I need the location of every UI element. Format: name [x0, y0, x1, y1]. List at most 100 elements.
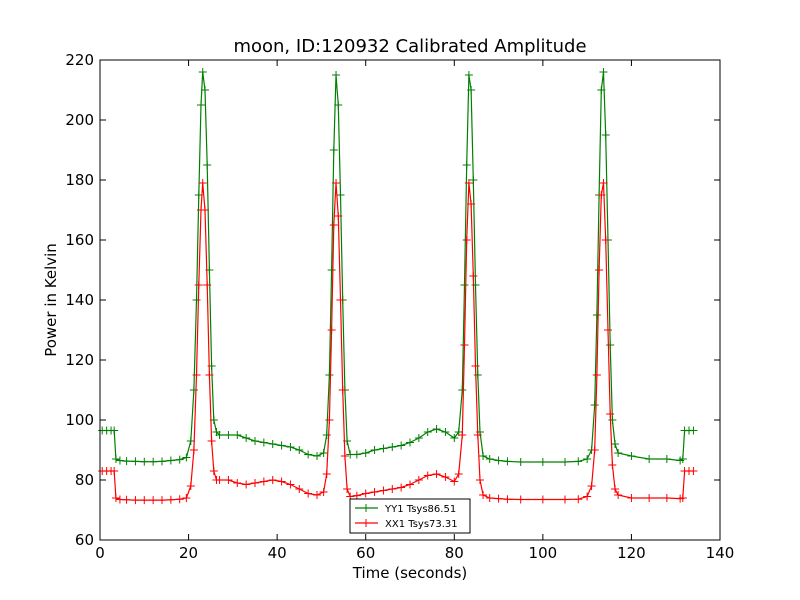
data-point — [334, 101, 343, 109]
data-point — [295, 446, 304, 454]
data-point — [175, 495, 184, 504]
legend-marker — [362, 504, 370, 512]
axis-ticks: 0 20 40 60 80 100 120 140 60 80 100 120 140 160 180 200… — [65, 51, 734, 562]
data-point — [192, 296, 201, 304]
data-point — [574, 495, 583, 504]
data-point — [454, 470, 463, 478]
x-tick-label: 120 — [617, 544, 646, 562]
data-point — [111, 494, 120, 502]
data-point — [379, 444, 388, 453]
data-point — [215, 431, 224, 439]
data-point — [397, 441, 406, 450]
x-axis-label: Time (seconds) — [352, 564, 468, 582]
data-point — [189, 446, 198, 454]
data-point — [592, 371, 601, 379]
data-point — [313, 491, 321, 499]
data-point — [131, 457, 140, 466]
data-point — [203, 281, 212, 289]
data-point — [343, 485, 352, 493]
data-point — [574, 457, 583, 466]
data-point — [268, 476, 277, 484]
data-point — [450, 434, 459, 442]
data-point — [462, 236, 471, 244]
data-point — [479, 452, 488, 460]
data-point — [432, 425, 441, 433]
legend-entry: YY1 Tsys86.51 — [355, 504, 456, 515]
data-point — [182, 453, 191, 462]
data-point — [406, 480, 414, 489]
data-point — [304, 450, 313, 459]
data-point — [325, 416, 334, 424]
data-point — [458, 431, 467, 439]
series-1 — [98, 68, 698, 466]
data-point — [196, 101, 205, 109]
legend: YY1 Tsys86.51 XX1 Tsys73.31 — [349, 498, 471, 534]
data-point — [334, 212, 343, 220]
data-point — [200, 86, 209, 94]
x-tick-label: 40 — [268, 544, 287, 562]
y-tick-label: 160 — [65, 231, 94, 249]
data-point — [603, 326, 612, 334]
data-point — [175, 455, 184, 464]
data-point — [469, 272, 478, 280]
data-point — [340, 452, 349, 460]
data-point — [251, 479, 259, 487]
data-point — [471, 281, 480, 289]
data-point — [414, 434, 423, 442]
data-point — [203, 161, 212, 169]
x-tick-label: 0 — [95, 544, 105, 562]
data-point — [441, 473, 450, 481]
data-point — [485, 455, 494, 463]
y-tick-label: 180 — [65, 171, 94, 189]
data-point — [473, 431, 482, 439]
data-point — [242, 434, 251, 442]
data-point — [352, 491, 361, 500]
data-point — [516, 495, 525, 504]
data-point — [286, 443, 295, 451]
data-point — [338, 386, 347, 394]
x-tick-label: 60 — [356, 544, 375, 562]
x-tick-label: 80 — [445, 544, 464, 562]
series-2 — [98, 179, 698, 505]
data-point — [332, 71, 341, 79]
data-point — [627, 494, 636, 502]
legend-marker — [362, 519, 370, 527]
plot-frame — [99, 59, 721, 541]
data-point — [233, 479, 242, 487]
data-point — [494, 456, 503, 465]
data-point — [224, 476, 233, 484]
data-point — [329, 146, 338, 154]
data-point — [601, 236, 610, 244]
data-point — [205, 371, 214, 379]
data-point — [115, 456, 124, 465]
data-point — [131, 496, 140, 505]
data-point — [186, 437, 195, 445]
y-axis-label: Power in Kelvin — [42, 243, 60, 357]
data-point — [494, 494, 503, 503]
data-point — [295, 485, 304, 493]
data-point — [233, 431, 242, 439]
plot-series — [98, 68, 698, 505]
data-point — [590, 401, 599, 409]
data-point — [319, 449, 328, 457]
data-point — [423, 471, 432, 480]
data-point — [662, 494, 671, 502]
data-point — [464, 179, 473, 187]
data-point — [601, 131, 610, 139]
data-point — [475, 476, 484, 484]
data-point — [503, 495, 512, 504]
data-point — [503, 457, 512, 466]
data-point — [110, 467, 119, 475]
data-point — [460, 281, 469, 289]
data-point — [149, 496, 158, 505]
data-point — [464, 71, 473, 79]
data-point — [166, 456, 175, 465]
data-point — [473, 371, 482, 379]
data-point — [329, 221, 338, 229]
data-point — [149, 457, 158, 466]
data-point — [689, 467, 698, 475]
data-point — [611, 440, 620, 448]
data-point — [423, 428, 432, 436]
data-point — [242, 480, 251, 489]
data-point — [645, 494, 654, 502]
